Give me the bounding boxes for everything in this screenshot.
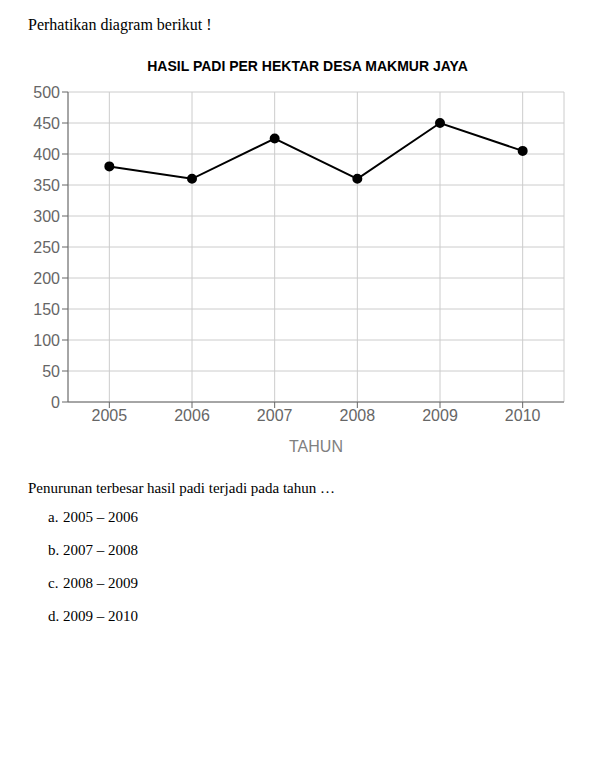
svg-text:0: 0 [51,394,60,411]
html-text:b. 2007 – 2008: b. 2007 – 2008 [48,542,138,558]
svg-text:TAHUN: TAHUN [289,438,343,455]
svg-text:250: 250 [33,239,60,256]
html-text:Penurunan terbesar hasil padi: Penurunan terbesar hasil padi terjadi pa… [28,480,335,496]
svg-text:100: 100 [33,332,60,349]
svg-text:350: 350 [33,177,60,194]
svg-text:500: 500 [33,84,60,101]
svg-text:2010: 2010 [505,407,541,424]
svg-text:50: 50 [42,363,60,380]
html-text:a. 2005 – 2006: a. 2005 – 2006 [48,509,138,525]
svg-text:200: 200 [33,270,60,287]
html-text:c. 2008 – 2009: c. 2008 – 2009 [48,575,138,591]
html-text:d. 2009 – 2010: d. 2009 – 2010 [48,608,138,624]
svg-text:2006: 2006 [174,407,210,424]
html-text:Perhatikan diagram berikut !: Perhatikan diagram berikut ! [28,16,212,33]
svg-text:300: 300 [33,208,60,225]
svg-text:2009: 2009 [422,407,458,424]
svg-text:2005: 2005 [92,407,128,424]
svg-text:400: 400 [33,146,60,163]
svg-text:2008: 2008 [340,407,376,424]
svg-text:2007: 2007 [257,407,293,424]
html-text:HASIL PADI PER HEKTAR DESA MAK: HASIL PADI PER HEKTAR DESA MAKMUR JAYA [147,58,468,74]
svg-text:150: 150 [33,301,60,318]
svg-text:450: 450 [33,115,60,132]
